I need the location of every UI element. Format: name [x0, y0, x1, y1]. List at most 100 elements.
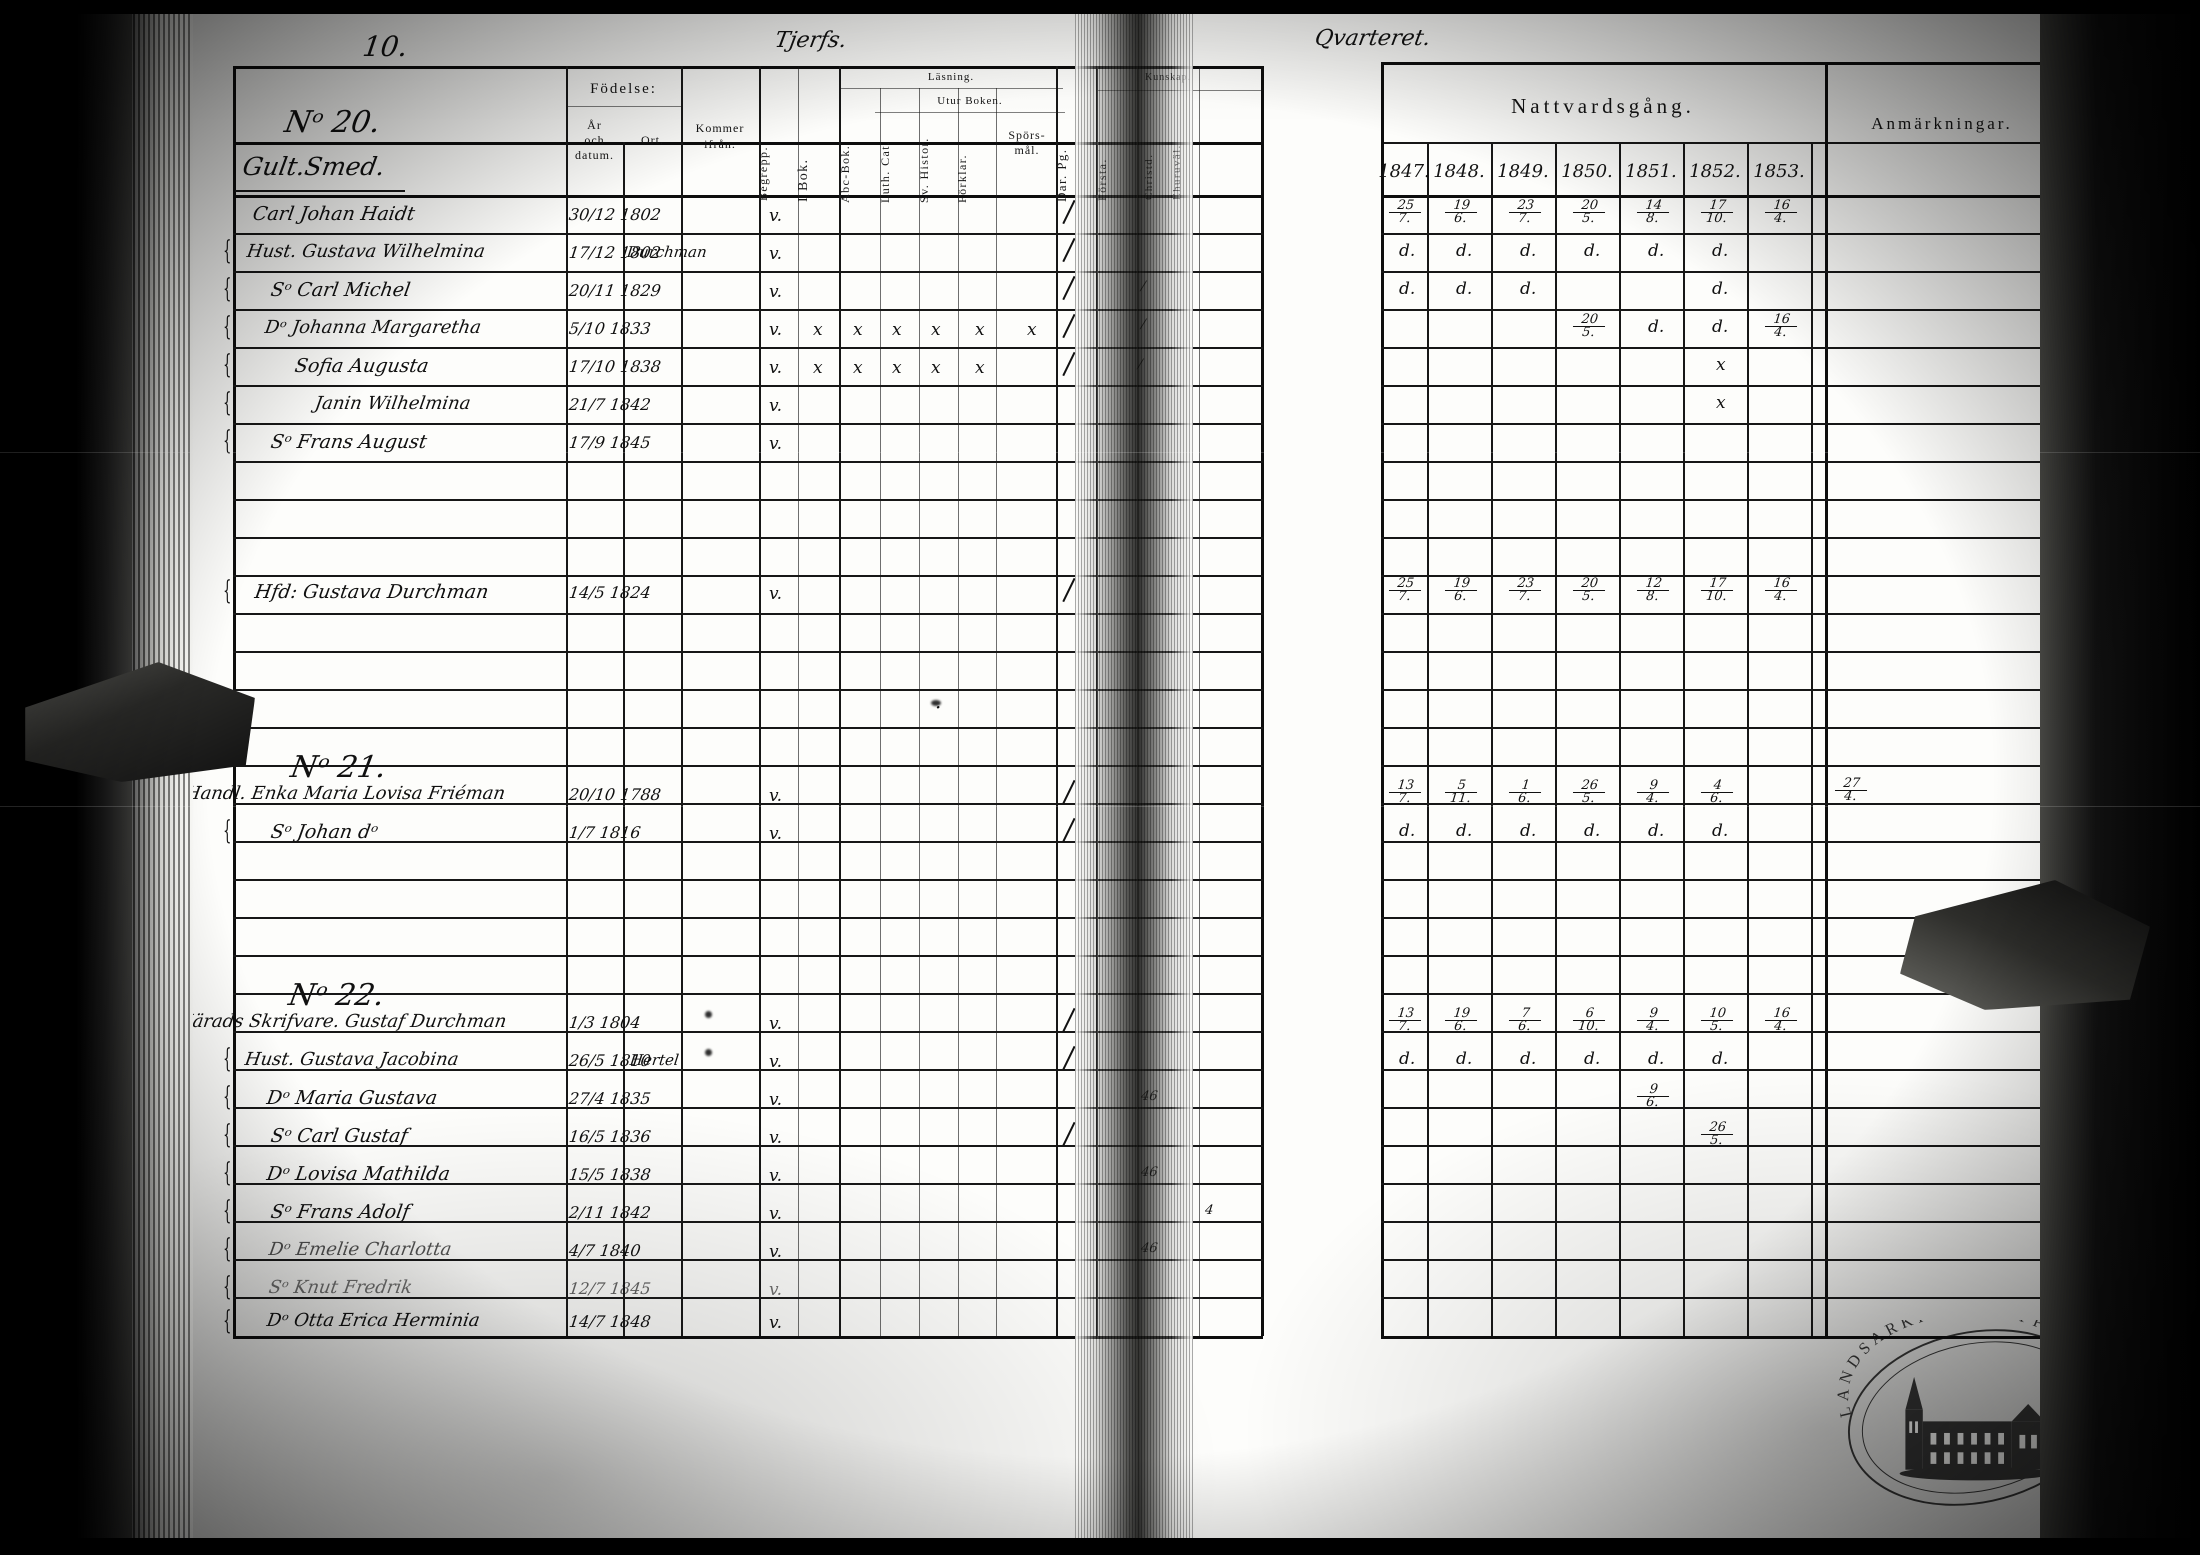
row-rule [233, 803, 1263, 805]
communion-entry: 25 7. [1388, 198, 1423, 226]
page-number: 10. [360, 30, 410, 63]
header-sporsmal: Spörs-mål. [1008, 128, 1046, 157]
table-rule [798, 66, 799, 1336]
row-rule [1381, 955, 2137, 957]
communion-entry: 23 7. [1508, 198, 1543, 226]
row-rule [1381, 727, 2137, 729]
year-header: 1847. [1378, 160, 1430, 182]
ditto-mark: d. [1520, 241, 1537, 261]
row-brace: { [223, 1044, 232, 1074]
communion-entry: 26 5. [1572, 778, 1607, 806]
table-rule [1811, 142, 1813, 1336]
row-rule [233, 727, 1263, 729]
row-rule [1381, 993, 2137, 995]
member-name: Dᵒ Lovisa Mathilda [265, 1163, 452, 1185]
communion-entry: 16 4. [1764, 198, 1799, 226]
member-name: Hust. Gustava Wilhelmina [245, 241, 487, 262]
table-rule [1381, 142, 2137, 144]
row-rule [233, 955, 1263, 957]
member-name: Sᵒ Johan dᵒ [269, 821, 380, 843]
communion-entry: 10 5. [1700, 1006, 1735, 1034]
member-name: Härads Skrifvare. Gustaf Durchman [175, 1011, 509, 1032]
table-rule [839, 88, 1063, 89]
table-rule [1381, 1336, 2137, 1339]
communion-entry: 5 11. [1444, 778, 1479, 806]
scan-seam [0, 806, 2200, 807]
row-rule [233, 1107, 1263, 1109]
member-birth: 30/12 1802 [567, 205, 663, 224]
row-brace: { [223, 350, 232, 380]
header-luth-cat: Luth. Cat. [878, 140, 892, 203]
row-rule [233, 1069, 1263, 1071]
household-20-occupation: Gult.Smed. [240, 152, 388, 181]
reading-mark: v. [769, 1280, 782, 1300]
row-rule [233, 1297, 1263, 1299]
member-birth: 2/11 1842 [567, 1203, 652, 1222]
row-rule [1381, 233, 2137, 235]
communion-entry: 12 8. [1636, 576, 1671, 604]
reading-x: x [813, 320, 823, 340]
communion-entry: 1 6. [1508, 778, 1543, 806]
ditto-mark: d. [1648, 821, 1665, 841]
row-rule [1381, 423, 2137, 425]
member-name: Sofia Augusta [293, 355, 431, 377]
household-20-number: Nᵒ 20. [281, 105, 384, 140]
communion-entry: 13 7. [1388, 778, 1423, 806]
reading-mark: v. [769, 1313, 782, 1333]
reading-mark: v. [769, 1204, 782, 1224]
ditto-mark: d. [1399, 821, 1416, 841]
communion-entry: 9 4. [1636, 1006, 1671, 1034]
communion-entry: 27 4. [1834, 776, 1869, 804]
header-lasning: Läsning. [927, 71, 975, 84]
communion-entry: 6 10. [1572, 1006, 1607, 1034]
table-rule [958, 88, 959, 1336]
table-rule [566, 106, 681, 107]
ditto-mark: d. [1712, 1049, 1729, 1069]
row-rule [1381, 803, 2137, 805]
ditto-mark: d. [1712, 317, 1729, 337]
year-header: 1851. [1625, 160, 1677, 182]
header-birth-year: År och datum. [575, 117, 614, 162]
year-header: 1853. [1753, 160, 1805, 182]
reading-mark: v. [769, 358, 782, 378]
reading-mark: v. [769, 1166, 782, 1186]
row-rule [1381, 1297, 2137, 1299]
row-brace: { [223, 1196, 232, 1226]
row-rule [1381, 651, 2137, 653]
row-rule [1381, 879, 2137, 881]
ditto-mark: d. [1584, 241, 1601, 261]
ditto-mark: d. [1520, 821, 1537, 841]
ditto-mark: d. [1456, 241, 1473, 261]
communion-entry: 17 10. [1700, 576, 1735, 604]
table-rule [1747, 142, 1749, 1336]
row-brace: { [223, 312, 232, 342]
member-birth: 14/5 1824 [567, 583, 652, 602]
table-rule [566, 66, 568, 1336]
stray-ink-mark: · [935, 695, 942, 719]
header-begrepp: Begrepp. [756, 146, 770, 201]
communion-entry: 23 7. [1508, 576, 1543, 604]
row-brace: { [223, 236, 232, 266]
member-birth: 20/11 1829 [567, 281, 663, 300]
row-rule [1381, 1259, 2137, 1261]
year-header: 1852. [1689, 160, 1741, 182]
left-page-heading: Tjerfs. [772, 28, 849, 53]
row-brace: { [223, 274, 232, 304]
reading-mark: v. [769, 282, 782, 302]
table-rule [759, 66, 761, 1336]
ditto-mark: d. [1456, 279, 1473, 299]
member-name: Sᵒ Frans August [269, 431, 429, 453]
communion-entry: 7 6. [1508, 1006, 1543, 1034]
row-rule [1381, 537, 2137, 539]
ditto-mark: d. [1399, 279, 1416, 299]
table-rule [1261, 66, 1264, 1336]
reading-x: x [931, 358, 941, 378]
reading-mark: v. [769, 584, 782, 604]
table-rule [919, 88, 920, 1336]
member-name: Handl. Enka Maria Lovisa Friéman [183, 783, 507, 804]
reading-mark: v. [769, 396, 782, 416]
year-header: 1848. [1433, 160, 1485, 182]
row-brace: { [223, 388, 232, 418]
row-rule [233, 461, 1263, 463]
first-value: 4 [1204, 1203, 1215, 1218]
